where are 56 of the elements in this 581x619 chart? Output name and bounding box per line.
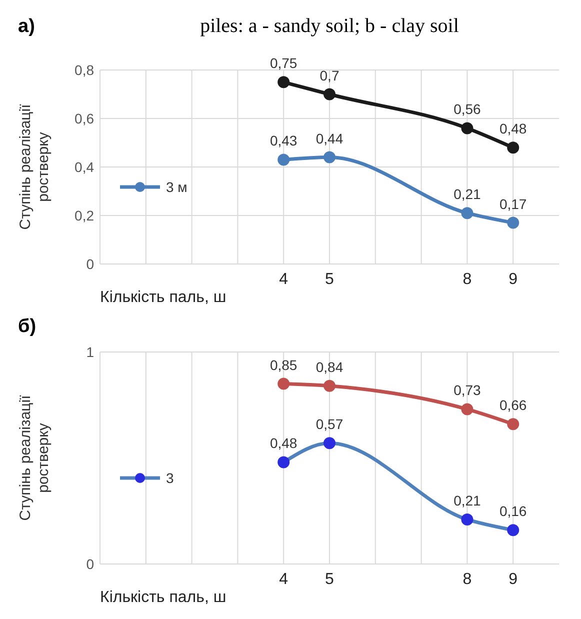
x-tick-label: 8 bbox=[462, 571, 472, 588]
point bbox=[278, 76, 290, 88]
y-tick-label: 0,6 bbox=[74, 110, 94, 126]
y-tick-label: 0,4 bbox=[74, 159, 94, 175]
y-tick-label: 1 bbox=[86, 344, 94, 360]
data-label: 0,48 bbox=[270, 435, 298, 452]
point bbox=[278, 154, 290, 166]
x-tick-label: 5 bbox=[325, 571, 334, 588]
point bbox=[278, 456, 290, 468]
data-label: 0,66 bbox=[499, 397, 527, 414]
point bbox=[507, 216, 520, 229]
y-tick-label: 0,8 bbox=[74, 62, 94, 78]
data-label: 0,73 bbox=[454, 382, 482, 398]
data-label: 0,48 bbox=[499, 120, 527, 137]
data-label: 0,57 bbox=[316, 416, 344, 432]
point bbox=[461, 513, 474, 526]
y-axis-title: Ступінь реалізації ростверку bbox=[17, 394, 52, 521]
data-label: 0,43 bbox=[270, 132, 298, 149]
data-label: 0,75 bbox=[270, 55, 298, 72]
text: б) bbox=[18, 316, 36, 337]
data-label: 0,21 bbox=[454, 186, 482, 202]
data-label: 0,17 bbox=[499, 196, 527, 212]
y-tick-label: 0,2 bbox=[74, 208, 94, 224]
x-tick-label: 5 bbox=[325, 271, 334, 288]
data-label: 0,7 bbox=[320, 67, 340, 84]
chart-title: piles: a - sandy soil; b - clay soil bbox=[200, 15, 460, 37]
point bbox=[507, 524, 520, 536]
data-label: 0,84 bbox=[316, 358, 344, 375]
text: a) bbox=[18, 16, 35, 37]
legend-label: 3 bbox=[166, 470, 174, 486]
data-label: 0,21 bbox=[454, 492, 482, 508]
point bbox=[324, 151, 336, 164]
point bbox=[507, 418, 520, 430]
point bbox=[278, 378, 290, 390]
point bbox=[507, 142, 520, 154]
data-label: 0,85 bbox=[270, 356, 298, 373]
point bbox=[461, 122, 474, 134]
point bbox=[461, 403, 474, 416]
data-label: 0,16 bbox=[499, 503, 527, 520]
point bbox=[324, 88, 336, 100]
x-tick-label: 4 bbox=[279, 571, 288, 588]
data-label: 0,44 bbox=[316, 130, 344, 146]
data-label: 0,56 bbox=[454, 101, 482, 118]
x-tick-label: 4 bbox=[279, 271, 288, 288]
y-tick-label: 0 bbox=[86, 256, 94, 272]
y-axis-title: Ступінь реалізації ростверку bbox=[17, 103, 52, 230]
y-tick-label: 0 bbox=[86, 556, 94, 572]
x-axis-title: Кількість паль, ш bbox=[100, 589, 226, 606]
x-tick-label: 9 bbox=[508, 571, 518, 588]
x-tick-label: 8 bbox=[462, 271, 472, 288]
x-axis-title: Кількість паль, ш bbox=[100, 289, 226, 306]
point bbox=[461, 207, 474, 220]
legend-label: 3 м bbox=[166, 179, 188, 195]
point bbox=[324, 380, 336, 392]
x-tick-label: 9 bbox=[508, 271, 518, 288]
point bbox=[324, 437, 336, 450]
